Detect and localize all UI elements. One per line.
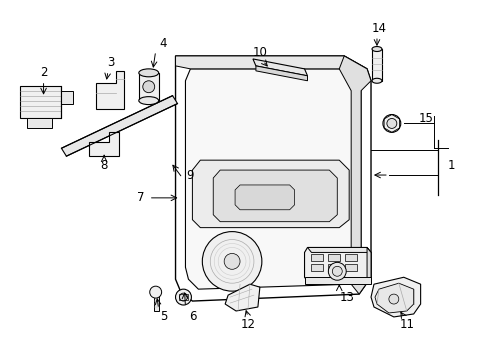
Polygon shape bbox=[327, 255, 340, 261]
Polygon shape bbox=[311, 264, 323, 271]
Polygon shape bbox=[374, 283, 413, 313]
Polygon shape bbox=[304, 277, 370, 284]
Polygon shape bbox=[370, 277, 420, 317]
Polygon shape bbox=[235, 185, 294, 210]
Polygon shape bbox=[61, 96, 177, 156]
Text: 6: 6 bbox=[188, 310, 196, 323]
Ellipse shape bbox=[139, 69, 158, 77]
Polygon shape bbox=[175, 56, 366, 69]
Circle shape bbox=[149, 286, 162, 298]
Polygon shape bbox=[311, 255, 323, 261]
Polygon shape bbox=[304, 247, 370, 281]
Polygon shape bbox=[185, 69, 360, 289]
Polygon shape bbox=[89, 132, 119, 156]
Polygon shape bbox=[339, 56, 370, 294]
Polygon shape bbox=[252, 59, 307, 76]
Polygon shape bbox=[213, 170, 337, 222]
Text: 1: 1 bbox=[447, 159, 454, 172]
Circle shape bbox=[224, 253, 240, 269]
Text: 3: 3 bbox=[107, 57, 115, 69]
Polygon shape bbox=[139, 73, 158, 100]
Text: 15: 15 bbox=[418, 112, 433, 125]
Polygon shape bbox=[153, 295, 158, 311]
Circle shape bbox=[202, 231, 262, 291]
Polygon shape bbox=[371, 49, 381, 81]
Polygon shape bbox=[327, 264, 340, 271]
Circle shape bbox=[175, 289, 191, 305]
Ellipse shape bbox=[371, 78, 381, 83]
Circle shape bbox=[386, 118, 396, 129]
Text: 4: 4 bbox=[159, 37, 166, 50]
Polygon shape bbox=[175, 56, 370, 301]
Polygon shape bbox=[27, 118, 51, 129]
Ellipse shape bbox=[371, 46, 381, 51]
Polygon shape bbox=[307, 247, 370, 252]
Text: 7: 7 bbox=[137, 192, 144, 204]
Polygon shape bbox=[61, 91, 73, 104]
Text: 14: 14 bbox=[371, 22, 386, 35]
Text: 13: 13 bbox=[339, 291, 354, 303]
Circle shape bbox=[179, 293, 187, 301]
Polygon shape bbox=[366, 247, 370, 281]
Polygon shape bbox=[224, 284, 259, 311]
Text: 11: 11 bbox=[398, 318, 413, 331]
Circle shape bbox=[142, 81, 154, 93]
Polygon shape bbox=[345, 264, 356, 271]
Text: 9: 9 bbox=[186, 168, 194, 181]
Circle shape bbox=[327, 262, 346, 280]
Text: 10: 10 bbox=[252, 46, 267, 59]
Ellipse shape bbox=[139, 96, 158, 105]
Polygon shape bbox=[255, 66, 307, 81]
Text: 8: 8 bbox=[100, 159, 107, 172]
Polygon shape bbox=[345, 255, 356, 261]
Polygon shape bbox=[192, 160, 348, 228]
Polygon shape bbox=[96, 71, 123, 109]
Text: 12: 12 bbox=[240, 318, 255, 331]
Circle shape bbox=[388, 294, 398, 304]
Text: 5: 5 bbox=[160, 310, 167, 323]
Polygon shape bbox=[20, 86, 61, 118]
Circle shape bbox=[332, 266, 342, 276]
Text: 2: 2 bbox=[40, 66, 47, 79]
Circle shape bbox=[382, 114, 400, 132]
